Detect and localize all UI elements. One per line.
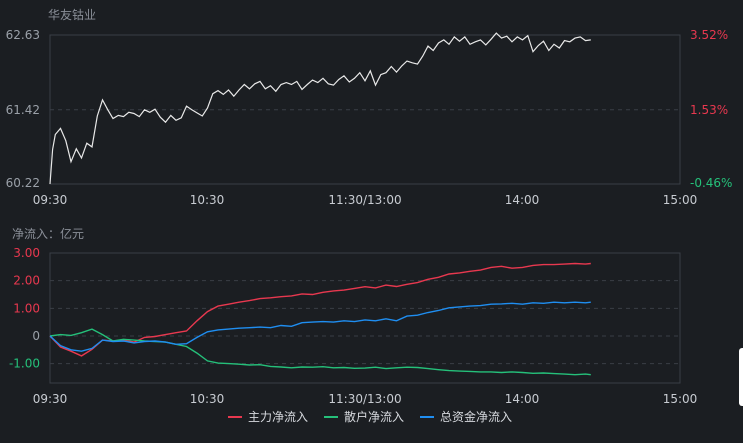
flow-y-tick-label: -1.00 <box>9 357 40 371</box>
flow-x-tick-label: 14:00 <box>505 392 540 406</box>
price-x-tick-label: 15:00 <box>663 193 698 207</box>
flow-y-tick-label: 3.00 <box>13 246 40 260</box>
price-y-tick-label: 62.63 <box>6 28 40 42</box>
legend-item-retail-flow[interactable]: 散户净流入 <box>324 408 404 425</box>
price-percent-tick-label: 3.52% <box>690 28 728 42</box>
price-x-tick-label: 09:30 <box>33 193 68 207</box>
legend-label-main-flow: 主力净流入 <box>248 410 309 424</box>
price-x-tick-label: 10:30 <box>190 193 225 207</box>
price-series-line <box>49 32 591 185</box>
flow-y-tick-label: 1.00 <box>13 301 40 315</box>
legend-label-retail-flow: 散户净流入 <box>344 410 405 424</box>
flow-x-tick-label: 15:00 <box>663 392 698 406</box>
flow-plot-frame <box>49 252 681 384</box>
flow-x-tick-label: 10:30 <box>190 392 225 406</box>
main-flow-series-line <box>49 262 591 357</box>
retail-flow-series-line <box>49 328 591 376</box>
flow-y-tick-label: 0 <box>32 329 40 343</box>
legend-swatch-total-flow <box>420 415 435 418</box>
side-panel-handle[interactable] <box>739 348 743 406</box>
flow-legend: 主力净流入 散户净流入 总资金净流入 <box>228 408 512 425</box>
price-y-tick-label: 61.42 <box>6 103 40 117</box>
stock-name-title: 华友钴业 <box>48 8 97 22</box>
price-percent-tick-label: 1.53% <box>690 103 728 117</box>
legend-item-main-flow[interactable]: 主力净流入 <box>228 408 308 425</box>
legend-label-total-flow: 总资金净流入 <box>440 410 513 424</box>
legend-item-total-flow[interactable]: 总资金净流入 <box>420 408 512 425</box>
price-x-tick-label: 11:30/13:00 <box>328 193 401 207</box>
legend-swatch-retail-flow <box>324 415 339 418</box>
flow-unit-title: 净流入：亿元 <box>12 227 85 241</box>
flow-x-tick-label: 09:30 <box>33 392 68 406</box>
price-y-tick-label: 60.22 <box>6 176 40 190</box>
flow-y-tick-label: 2.00 <box>13 274 40 288</box>
total-flow-series-line <box>49 301 591 352</box>
price-x-tick-label: 14:00 <box>505 193 540 207</box>
price-percent-tick-label: -0.46% <box>690 176 732 190</box>
flow-x-tick-label: 11:30/13:00 <box>328 392 401 406</box>
legend-swatch-main-flow <box>228 415 242 418</box>
